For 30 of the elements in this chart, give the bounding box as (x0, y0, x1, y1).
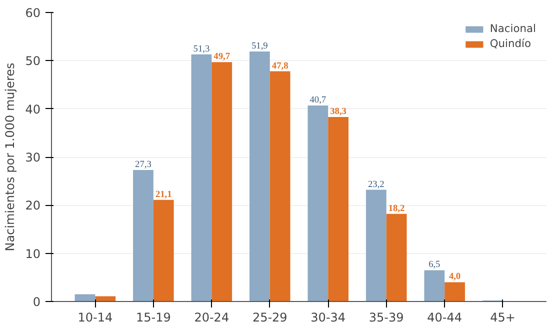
data-label: 18,2 (388, 204, 406, 214)
y-axis-title: Nacimientos por 1.000 mujeres (3, 62, 18, 252)
data-label: 23,2 (368, 180, 385, 190)
y-tick-label: 50 (25, 54, 41, 68)
y-tick-label: 40 (25, 102, 41, 116)
y-tick-label: 20 (25, 198, 41, 213)
y-tick-label: 0 (32, 295, 41, 309)
data-label: 47,8 (272, 61, 289, 72)
data-label: 49,7 (214, 52, 230, 62)
data-label: 38,3 (330, 107, 347, 118)
y-tick-label: 60 (25, 6, 41, 20)
legend-label: Nacional (490, 22, 536, 35)
data-label: 6,5 (428, 260, 441, 270)
x-tick-label: 35-39 (368, 310, 404, 324)
data-label: 21,1 (155, 190, 172, 200)
x-tick-label: 30-34 (310, 310, 346, 324)
x-tick-label: 20-24 (194, 310, 230, 324)
x-tick-label: 25-29 (252, 310, 288, 324)
y-tick-label: 30 (25, 150, 41, 164)
x-tick-label: 40-44 (427, 310, 462, 324)
data-label: 27,3 (135, 160, 152, 170)
y-tick-label: 10 (25, 246, 41, 261)
x-tick-label: 15-19 (136, 310, 171, 324)
data-label: 40,7 (310, 95, 326, 106)
data-label: 51,9 (252, 42, 268, 52)
legend-label: Quindío (490, 37, 532, 50)
x-tick-label: 10-14 (78, 310, 113, 324)
x-tick-label: 45+ (490, 310, 516, 324)
data-label: 4,0 (448, 272, 461, 282)
data-label: 51,3 (193, 44, 210, 54)
